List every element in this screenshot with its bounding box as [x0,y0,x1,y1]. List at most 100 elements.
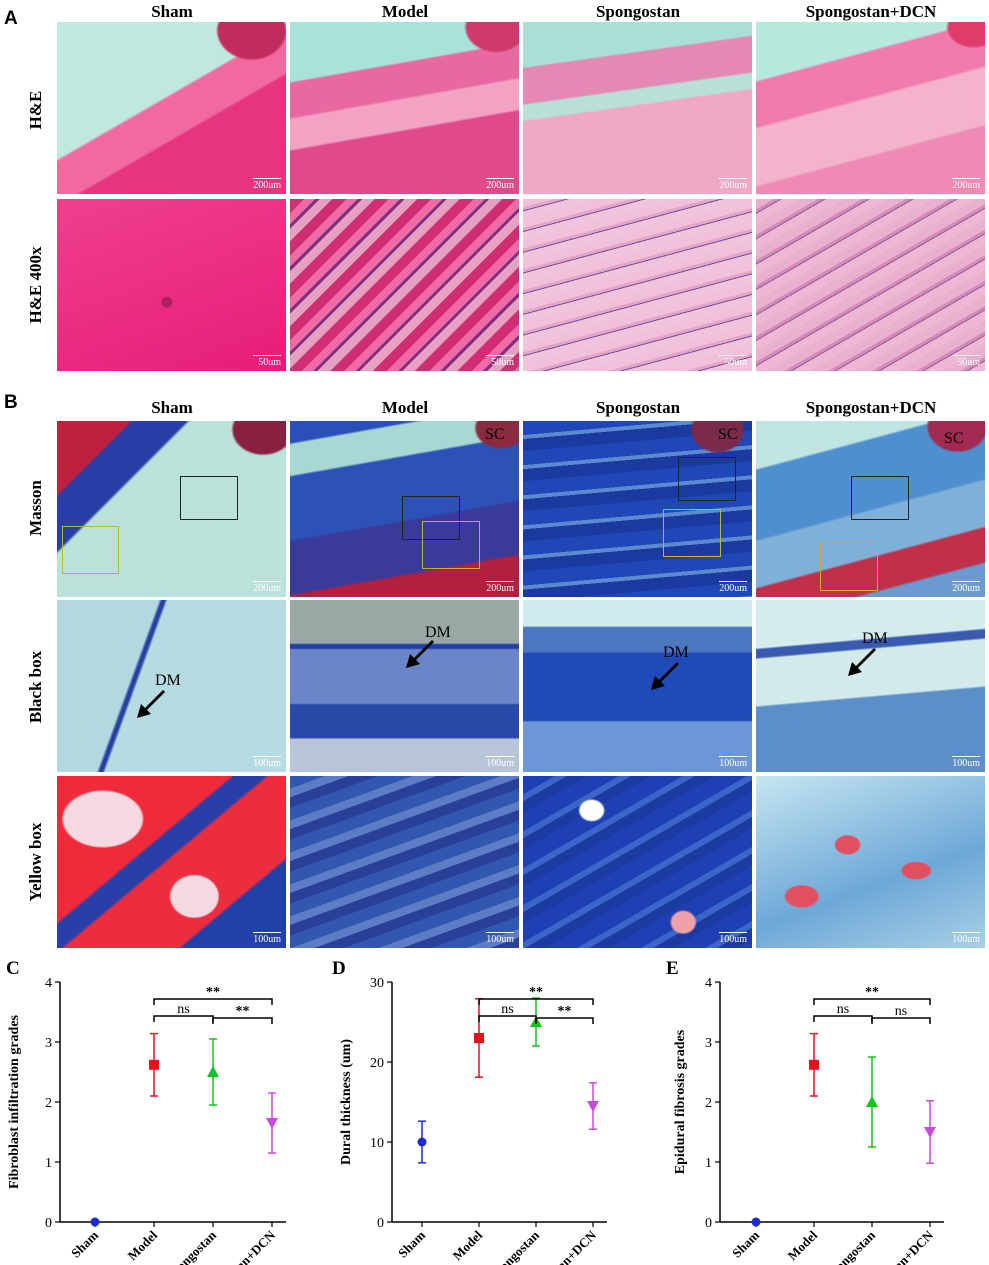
x-tick-label: Model [124,1227,160,1263]
micrograph-masson-spongostan-dcn: SC 200um [756,421,985,597]
y-tick-label: 20 [370,1056,384,1071]
significance-label: ns [895,1004,907,1019]
scale-label: 100um [253,758,281,769]
significance-label: ns [177,1002,189,1017]
micrograph-masson-model: SC 200um [290,421,519,597]
scale-label: 200um [952,180,980,191]
y-tick-label: 0 [45,1216,52,1231]
significance-bracket [813,998,931,1005]
data-point-model [474,1033,484,1043]
scale-label: 200um [486,180,514,191]
y-tick-label: 3 [45,1036,52,1051]
x-tick-label: Spongostan [163,1227,220,1265]
micrograph-he-spongostan-dcn: 200um [756,22,985,194]
data-point-spongostan-dcn [924,1127,936,1138]
arrow-icon [137,690,165,718]
scale-label: 100um [253,934,281,945]
y-tick-label: 10 [370,1136,384,1151]
data-point-sham [751,1217,761,1227]
micrograph-he400-model: 50um [290,199,519,371]
scale-label: 50um [258,357,281,368]
panel-b-col-sham: Sham [151,398,193,417]
sc-label: SC [944,430,964,447]
micrograph-he-sham: 200um [57,22,286,194]
y-tick-label: 2 [705,1096,712,1111]
dm-label: DM [425,624,451,641]
panel-a-letter: A [4,8,18,29]
panel-b-col-spongostan: Spongostan [595,398,681,417]
y-tick-label: 1 [705,1156,712,1171]
panel-b-row-yellow-box: Yellow box [26,822,45,902]
panel-b-letter: B [4,392,18,413]
data-point-spongostan-dcn [587,1101,599,1112]
data-point-spongostan-dcn [266,1118,278,1129]
y-tick-label: 30 [370,976,384,991]
y-axis-label: Dural thickness (um) [339,1039,354,1165]
data-point-sham [90,1217,100,1227]
x-tick-label: Sham [68,1227,101,1260]
panel-b-row-masson: Masson [26,480,45,536]
micrograph-black-box-spongostan: DM 100um [523,600,752,772]
dm-label: DM [663,644,689,661]
micrograph-yellow-box-spongostan: 100um [523,776,752,948]
panel-b-col-spongostan-dcn: Spongostan+DCN [805,398,937,417]
micrograph-masson-spongostan: SC 200um [523,421,752,597]
y-tick-label: 4 [705,976,712,991]
scale-label: 200um [719,180,747,191]
significance-label: ns [837,1002,849,1017]
sc-label: SC [485,426,505,443]
y-tick-label: 3 [705,1036,712,1051]
arrow-icon [848,648,876,676]
panel-b-col-model: Model [381,398,429,417]
micrograph-yellow-box-sham: 100um [57,776,286,948]
scale-label: 100um [719,934,747,945]
significance-label: ** [558,1004,572,1019]
scale-label: 100um [486,758,514,769]
micrograph-he-model: 200um [290,22,519,194]
scale-label: 100um [952,758,980,769]
micrograph-black-box-model: DM 100um [290,600,519,772]
significance-bracket [153,998,273,1005]
panel-a-col-sham: Sham [151,2,193,21]
dm-label: DM [155,672,181,689]
chart-fibroblast-infiltration: C 0 1 2 3 4 Fibroblast infiltration grades Sham… [6,958,286,1265]
y-tick-label: 0 [705,1216,712,1231]
chart-dural-thickness: D 0 10 20 30 Dural thickness (um) Sham Model Spo… [332,958,607,1265]
y-tick-label: 1 [45,1156,52,1171]
significance-label: ** [865,985,879,1000]
significance-bracket [478,998,594,1005]
scale-label: 200um [719,583,747,594]
arrow-icon [406,640,434,668]
panel-a-col-spongostan-dcn: Spongostan+DCN [805,2,937,21]
micrograph-yellow-box-model: 100um [290,776,519,948]
y-tick-label: 4 [45,976,52,991]
significance-bracket [212,1017,273,1024]
micrograph-black-box-spongostan-dcn: DM 100um [756,600,985,772]
chart-epidural-fibrosis: E 0 1 2 3 4 Epidural fibrosis grades Sham Model S… [666,958,944,1265]
sc-label: SC [718,426,738,443]
x-tick-label: Spongostan [822,1227,879,1265]
x-tick-label: Model [784,1227,820,1263]
y-axis-label: Fibroblast infiltration grades [7,1014,22,1189]
panel-d-letter: D [332,958,346,979]
scale-label: 100um [486,934,514,945]
panel-a-row-he400: H&E 400x [26,246,45,324]
scale-label: 100um [719,758,747,769]
micrograph-he400-spongostan: 50um [523,199,752,371]
significance-label: ns [501,1002,513,1017]
scale-label: 100um [952,934,980,945]
panel-b-row-black-box: Black box [26,650,45,724]
panel-a-row-he: H&E [26,90,45,130]
scale-label: 200um [253,180,281,191]
data-point-model [809,1059,819,1070]
micrograph-masson-sham: 200um [57,421,286,597]
micrograph-black-box-sham: DM 100um [57,600,286,772]
panel-e-letter: E [666,958,679,979]
significance-bracket [535,1017,594,1024]
significance-label: ** [529,985,543,1000]
x-tick-label: Sham [395,1227,428,1260]
arrow-icon [651,662,679,690]
scale-label: 200um [952,583,980,594]
x-tick-label: Model [449,1227,485,1263]
micrograph-he-spongostan: 200um [523,22,752,194]
